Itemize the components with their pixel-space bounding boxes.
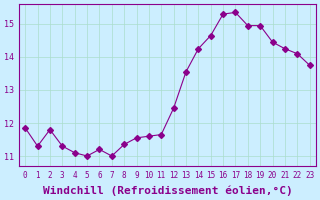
X-axis label: Windchill (Refroidissement éolien,°C): Windchill (Refroidissement éolien,°C) [43, 185, 292, 196]
